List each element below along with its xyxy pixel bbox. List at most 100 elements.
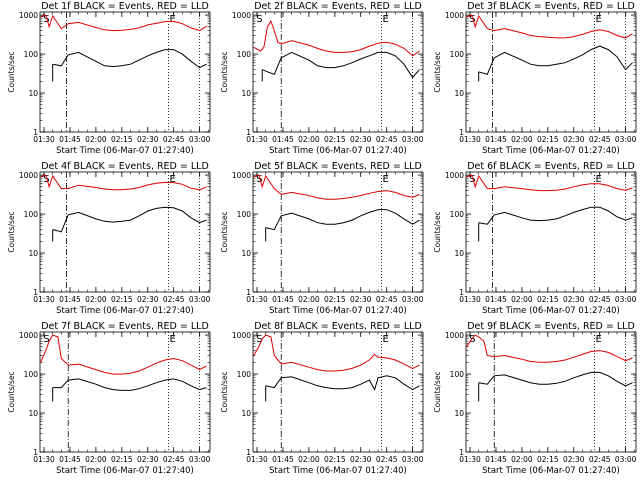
y-tick-label: 1000 xyxy=(19,331,38,340)
y-tick-label: 10 xyxy=(28,89,38,98)
y-axis-label: Counts/sec xyxy=(7,51,16,92)
x-tick-label: 02:30 xyxy=(350,295,372,304)
x-tick-label: 02:00 xyxy=(298,135,320,144)
x-tick-label: 02:15 xyxy=(111,135,133,144)
x-tick-label: 02:15 xyxy=(537,455,559,464)
chart-title: Det 8f BLACK = Events, RED = LLD xyxy=(254,321,422,332)
y-tick-label: 10 xyxy=(454,89,464,98)
marker-e: E xyxy=(596,174,602,185)
series-line-events xyxy=(52,378,207,391)
series-line-events xyxy=(265,209,420,231)
y-tick-label: 100 xyxy=(24,50,39,59)
x-axis-label: Start Time (06-Mar-07 01:27:40) xyxy=(482,146,620,156)
plot-frame xyxy=(465,11,637,133)
y-axis-label: Counts/sec xyxy=(7,371,16,412)
y-axis-label: Counts/sec xyxy=(220,211,229,252)
x-tick-label: 03:00 xyxy=(615,455,637,464)
x-tick-label: 02:15 xyxy=(537,135,559,144)
x-tick-label: 02:00 xyxy=(511,135,533,144)
chart-panel-2: Det 2f BLACK = Events, RED = LLD 1 10 100 10… xyxy=(220,1,424,156)
chart-panel-3: Det 3f BLACK = Events, RED = LLD 1 10 100 10… xyxy=(433,1,637,156)
y-tick-label: 1000 xyxy=(445,11,464,20)
plot-frame xyxy=(39,11,211,133)
series-line-lld xyxy=(466,174,633,192)
x-tick-label: 02:45 xyxy=(589,135,611,144)
y-axis-label: Counts/sec xyxy=(433,211,442,252)
chart-panel-4: Det 4f BLACK = Events, RED = LLD 1 10 100 10… xyxy=(7,161,211,316)
x-axis-label: Start Time (06-Mar-07 01:27:40) xyxy=(56,306,194,316)
series-line-lld xyxy=(40,334,207,375)
plot-frame xyxy=(252,331,424,453)
y-axis-label: Counts/sec xyxy=(433,371,442,412)
y-tick-label: 1000 xyxy=(445,171,464,180)
x-axis-label: Start Time (06-Mar-07 01:27:40) xyxy=(269,306,407,316)
marker-e: E xyxy=(596,14,602,25)
x-tick-label: 02:15 xyxy=(324,455,346,464)
marker-s: S xyxy=(43,334,49,345)
series-line-events xyxy=(478,371,633,387)
x-tick-label: 01:30 xyxy=(459,295,481,304)
y-tick-label: 1000 xyxy=(19,11,38,20)
x-tick-label: 01:30 xyxy=(459,455,481,464)
marker-s: S xyxy=(469,334,475,345)
series-line-events xyxy=(52,206,207,233)
y-tick-label: 10 xyxy=(454,409,464,418)
series-line-events xyxy=(262,51,420,79)
y-tick-label: 100 xyxy=(237,370,252,379)
series-line-lld xyxy=(253,174,420,200)
x-tick-label: 02:45 xyxy=(163,455,185,464)
x-tick-label: 01:45 xyxy=(485,455,507,464)
x-tick-label: 02:15 xyxy=(324,135,346,144)
marker-s: S xyxy=(43,174,49,185)
x-tick-label: 02:30 xyxy=(350,455,372,464)
x-tick-label: 02:00 xyxy=(511,455,533,464)
series-line-events xyxy=(265,375,420,391)
x-tick-label: 02:00 xyxy=(298,455,320,464)
y-axis-label: Counts/sec xyxy=(7,211,16,252)
y-axis-label: Counts/sec xyxy=(220,51,229,92)
x-tick-label: 02:45 xyxy=(376,455,398,464)
marker-e: E xyxy=(596,334,602,345)
y-tick-label: 100 xyxy=(24,210,39,219)
x-tick-label: 02:30 xyxy=(563,295,585,304)
plot-frame xyxy=(465,331,637,453)
y-tick-label: 1000 xyxy=(19,171,38,180)
chart-title: Det 6f BLACK = Events, RED = LLD xyxy=(467,161,635,172)
x-tick-label: 02:15 xyxy=(324,295,346,304)
x-tick-label: 01:45 xyxy=(272,135,294,144)
plot-frame xyxy=(39,171,211,293)
plot-frame xyxy=(252,11,424,133)
y-tick-label: 1 xyxy=(246,128,251,137)
series-line-lld xyxy=(40,14,207,32)
series-line-lld xyxy=(466,14,633,39)
x-tick-label: 02:00 xyxy=(511,295,533,304)
x-tick-label: 01:30 xyxy=(246,455,268,464)
y-tick-label: 10 xyxy=(241,409,251,418)
marker-e: E xyxy=(170,14,176,25)
marker-e: E xyxy=(383,174,389,185)
series-line-lld xyxy=(40,174,207,191)
x-tick-label: 01:30 xyxy=(246,295,268,304)
y-tick-label: 1000 xyxy=(232,331,251,340)
x-tick-label: 01:45 xyxy=(272,295,294,304)
plot-frame xyxy=(465,171,637,293)
series-line-lld xyxy=(253,334,420,372)
x-tick-label: 03:00 xyxy=(189,455,211,464)
x-tick-label: 02:30 xyxy=(137,295,159,304)
x-tick-label: 02:00 xyxy=(298,295,320,304)
marker-s: S xyxy=(469,14,475,25)
x-axis-label: Start Time (06-Mar-07 01:27:40) xyxy=(56,146,194,156)
marker-s: S xyxy=(256,14,262,25)
x-tick-label: 02:15 xyxy=(111,295,133,304)
x-tick-label: 02:30 xyxy=(350,135,372,144)
y-axis-label: Counts/sec xyxy=(433,51,442,92)
y-tick-label: 1 xyxy=(246,448,251,457)
plot-frame xyxy=(252,171,424,293)
y-tick-label: 10 xyxy=(28,249,38,258)
chart-title: Det 3f BLACK = Events, RED = LLD xyxy=(467,1,635,12)
x-axis-label: Start Time (06-Mar-07 01:27:40) xyxy=(269,466,407,476)
x-tick-label: 02:45 xyxy=(163,135,185,144)
y-tick-label: 100 xyxy=(237,210,252,219)
y-tick-label: 1 xyxy=(246,288,251,297)
y-tick-label: 100 xyxy=(24,370,39,379)
